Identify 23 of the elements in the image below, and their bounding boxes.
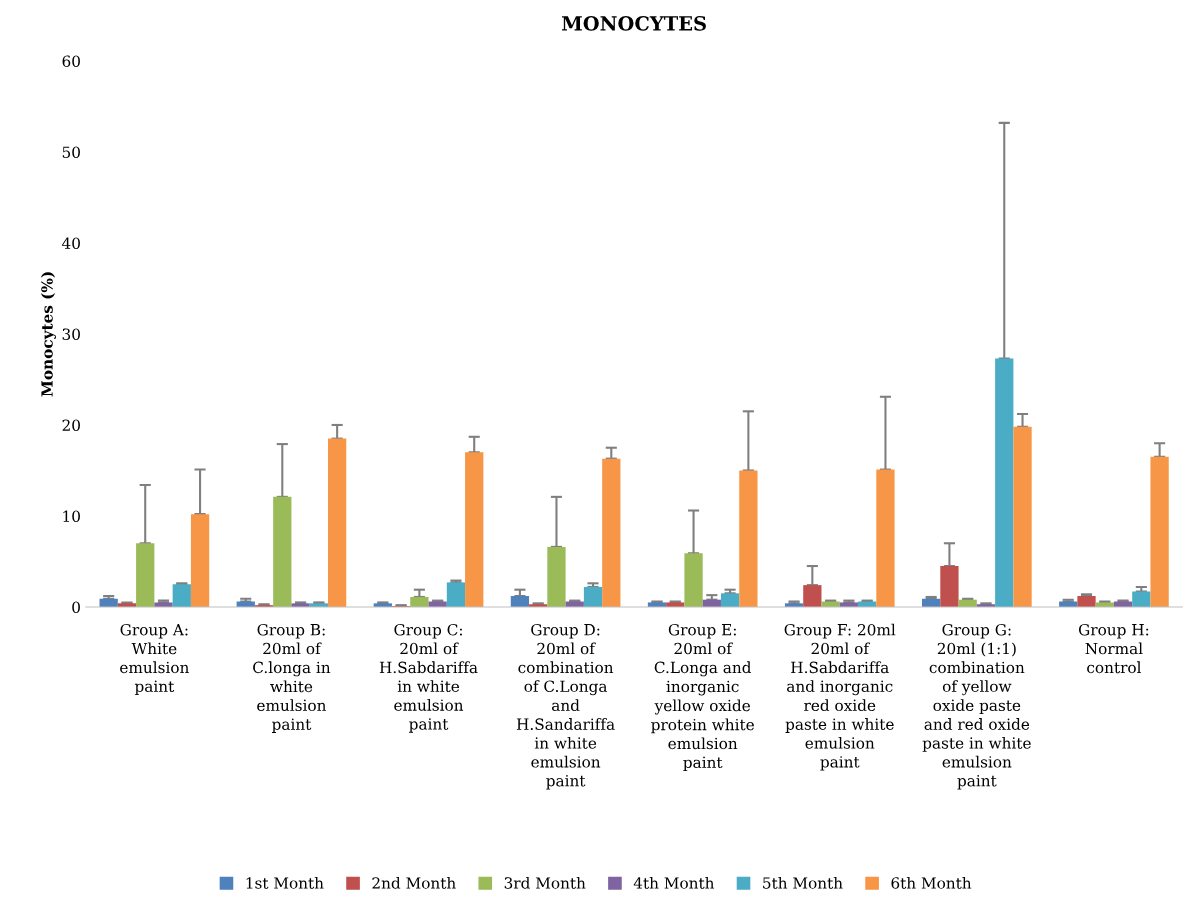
x-tick-label: Group F: 20ml 20ml of H.Sabdariffa and inorganic red oxide paste in white emulsion paint xyxy=(784,623,896,771)
legend-label: 2nd Month xyxy=(372,876,456,889)
y-axis-title: Monocytes (%) xyxy=(40,272,56,397)
y-tick-label: 60 xyxy=(62,55,80,67)
x-tick-label: Group B: 20ml of C.longa in white emulsion paint xyxy=(253,623,331,733)
x-tick-label: Group A: White emulsion paint xyxy=(120,623,189,695)
legend-label: 4th Month xyxy=(633,876,715,889)
legend-label: 1st Month xyxy=(246,876,324,889)
category-label: Group G: 20ml (1:1) combination of yellow oxide paste and red oxide paste in white emulsion paint xyxy=(922,623,1031,790)
legend-label: 3rd Month xyxy=(504,876,586,889)
y-tick-label: 50 xyxy=(62,146,80,158)
y-tick-label: 10 xyxy=(63,510,80,522)
x-tick-label: Group C: 20ml of H.Sabdariffa in white emulsion paint xyxy=(379,623,478,733)
x-tick-label: Group E: 20ml of C.Longa and inorganic yellow oxide protein white emulsion paint xyxy=(651,623,754,772)
y-tick-label: 40 xyxy=(61,237,80,249)
legend-label: 5th Month xyxy=(763,876,843,889)
category-label: Group D: 20ml of combination of C.Longa and H.Sandariffa in white emulsion paint xyxy=(516,623,615,790)
y-tick-label: 30 xyxy=(62,328,80,340)
chart-title: MONOCYTES xyxy=(562,15,706,31)
x-tick-label: Group H: Normal control xyxy=(1078,623,1149,674)
y-tick-label: 0 xyxy=(72,601,80,613)
y-tick-label: 20 xyxy=(62,419,80,431)
legend-label: 6th Month xyxy=(891,876,972,889)
